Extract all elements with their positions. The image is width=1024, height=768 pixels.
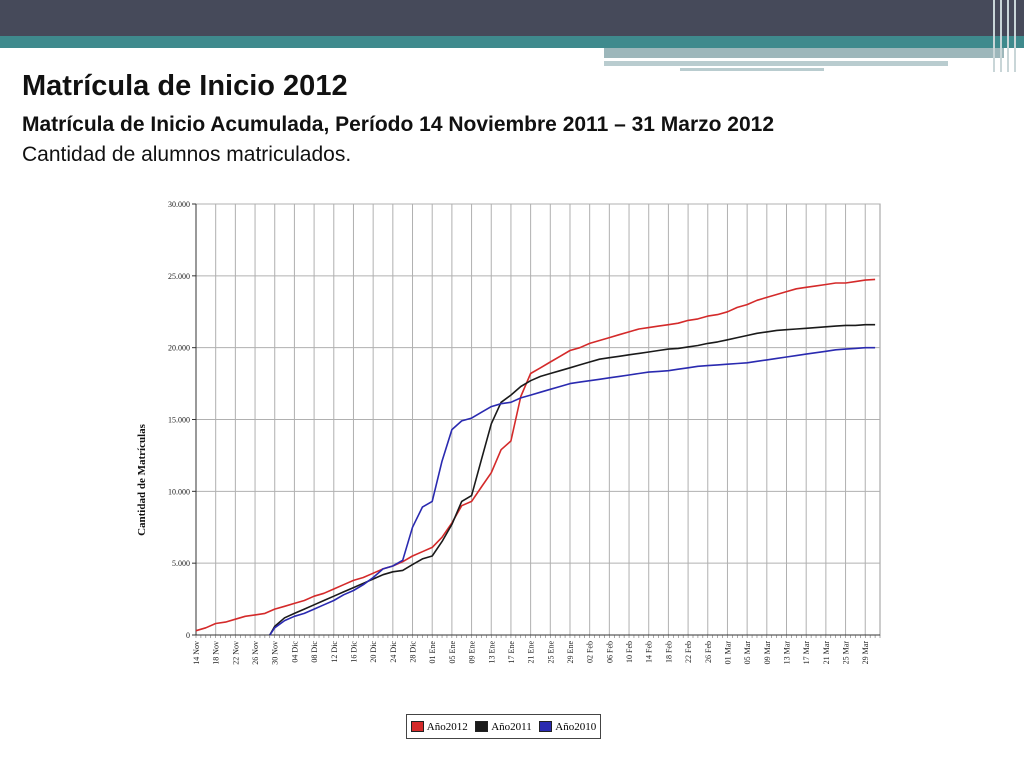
x-tick-label: 22 Nov — [231, 641, 240, 665]
legend-item: Año2010 — [539, 721, 596, 733]
x-tick-label: 24 Dic — [389, 641, 398, 663]
slide-deco-line — [1000, 0, 1002, 72]
x-tick-label: 10 Feb — [625, 641, 634, 663]
chart-axes: 0 5.000 10.000 15.000 20.000 25.000 30.000 14 N… — [168, 200, 881, 665]
x-tick-label: 21 Mar — [822, 641, 831, 665]
x-tick-label: 01 Ene — [428, 641, 437, 664]
x-tick-label: 22 Feb — [684, 641, 693, 663]
legend-item: Año2012 — [410, 720, 468, 733]
x-tick-label: 16 Dic — [349, 641, 358, 663]
legend-label: Año2011 — [491, 720, 532, 733]
series-line-año2012 — [195, 278, 876, 632]
x-tick-label: 14 Nov — [192, 641, 201, 665]
slide-deco-stripe — [680, 68, 824, 71]
x-tick-label: 13 Mar — [783, 641, 792, 665]
y-tick-label: 25.000 — [168, 272, 190, 281]
chart-legend: Año2012 Año2011 Año2010 — [406, 714, 601, 739]
x-tick-label: 05 Mar — [743, 641, 752, 665]
x-tick-label: 04 Dic — [290, 641, 299, 663]
y-tick-label: 5.000 — [172, 559, 190, 568]
chart-series — [195, 278, 876, 636]
x-tick-label: 08 Dic — [310, 641, 319, 663]
x-tick-label: 25 Ene — [546, 641, 555, 664]
x-tick-label: 17 Mar — [802, 641, 811, 665]
slide-subtitle: Matrícula de Inicio Acumulada, Período 1… — [22, 113, 775, 136]
y-axis-label: Cantidad de Matrículas — [136, 423, 148, 536]
x-tick-label: 02 Feb — [586, 641, 595, 663]
x-tick-label: 06 Feb — [605, 641, 614, 663]
legend-swatch — [539, 721, 553, 732]
x-tick-label: 30 Nov — [271, 641, 280, 665]
y-tick-label: 20.000 — [168, 344, 190, 353]
x-tick-label: 29 Mar — [861, 641, 870, 665]
x-tick-label: 26 Nov — [251, 641, 260, 665]
slide-deco-line — [993, 0, 995, 72]
x-tick-label: 05 Ene — [448, 641, 457, 664]
x-tick-label: 29 Ene — [566, 641, 575, 664]
y-tick-label: 10.000 — [168, 487, 190, 496]
slide-header-bar — [0, 0, 1024, 36]
slide-deco-stripe — [604, 61, 948, 66]
series-line-año2010 — [269, 346, 876, 636]
x-tick-label: 01 Mar — [723, 641, 732, 665]
legend-swatch — [475, 721, 489, 732]
chart-grid — [195, 203, 881, 636]
x-tick-label: 09 Ene — [468, 641, 477, 664]
legend-label: Año2010 — [555, 720, 597, 733]
y-tick-label: 15.000 — [168, 416, 190, 425]
slide-deco-line — [1007, 0, 1009, 72]
slide-deco-stripe — [604, 48, 1004, 58]
x-tick-label: 14 Feb — [645, 641, 654, 663]
x-tick-label: 09 Mar — [763, 641, 772, 665]
slide-deco-line — [1014, 0, 1016, 72]
legend-item: Año2011 — [475, 721, 532, 733]
x-tick-label: 17 Ene — [507, 641, 516, 664]
x-tick-label: 18 Feb — [664, 641, 673, 663]
x-tick-label: 18 Nov — [212, 641, 221, 665]
x-tick-label: 25 Mar — [842, 641, 851, 665]
x-tick-label: 12 Dic — [330, 641, 339, 663]
y-tick-label: 0 — [186, 631, 190, 640]
x-tick-label: 21 Ene — [527, 641, 536, 664]
legend-label: Año2012 — [426, 720, 468, 733]
y-tick-label: 30.000 — [168, 200, 190, 209]
x-tick-label: 26 Feb — [704, 641, 713, 663]
matricula-line-chart: 0 5.000 10.000 15.000 20.000 25.000 30.000 14 N… — [136, 200, 881, 665]
x-tick-label: 13 Ene — [487, 641, 496, 664]
x-tick-label: 28 Dic — [409, 641, 418, 663]
slide-title: Matrícula de Inicio 2012 — [22, 70, 348, 102]
slide-accent-band — [0, 36, 1024, 48]
legend-swatch — [410, 721, 424, 732]
x-tick-label: 20 Dic — [369, 641, 378, 663]
slide-body-text: Cantidad de alumnos matriculados. — [22, 143, 352, 166]
